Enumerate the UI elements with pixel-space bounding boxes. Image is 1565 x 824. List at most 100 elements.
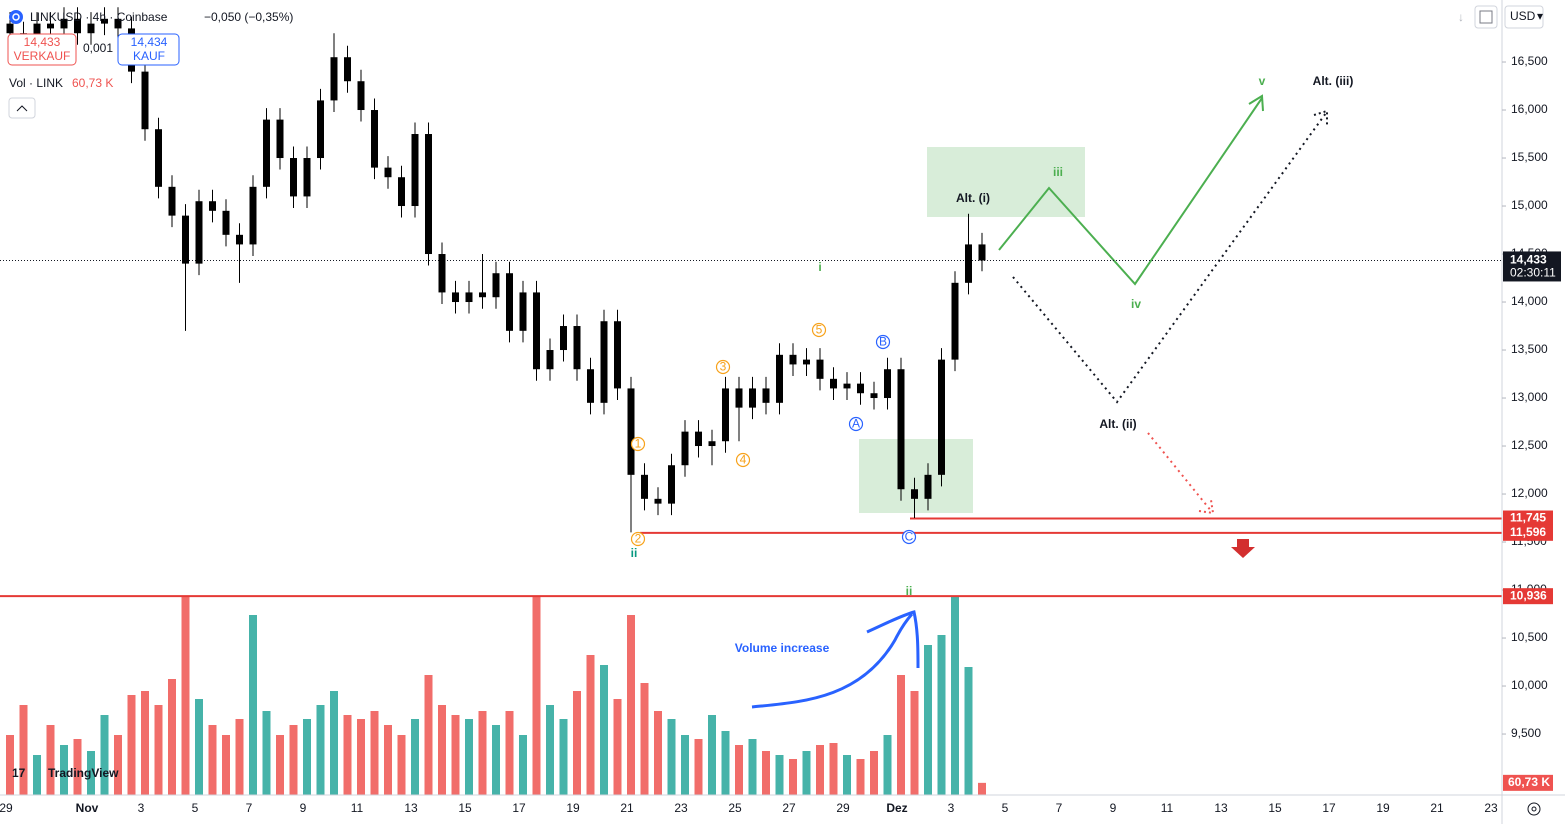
candle-body (101, 18, 108, 24)
wave-marker (630, 436, 646, 452)
candle-body (735, 388, 743, 408)
symbol: LINKUSD · 4h · Coinbase (30, 10, 168, 24)
y-tick-label: 15,500 (1511, 150, 1548, 164)
candle-body (6, 23, 14, 34)
wave-label: i (818, 260, 821, 274)
x-tick-label: 7 (1056, 801, 1063, 815)
currency-button[interactable] (1504, 5, 1544, 29)
volume-bar (492, 725, 500, 795)
volume-bar (789, 759, 797, 795)
change: −0,050 (−0,35%) (204, 10, 293, 24)
hand-arrow (751, 613, 914, 709)
candle-body (762, 388, 770, 403)
volume-bar (127, 695, 136, 795)
volume-label: 60,73 K (1508, 775, 1550, 789)
candle-body (303, 158, 311, 197)
volume-bar (181, 597, 190, 795)
candle-body (857, 383, 864, 394)
bid: 14,433 (24, 35, 61, 49)
volume-bar (775, 755, 784, 795)
volume-bar (262, 711, 271, 795)
volume-bar (519, 735, 527, 795)
candle-body (141, 71, 149, 130)
last-price-label: 14,433 (1510, 253, 1547, 267)
candle-body (438, 254, 446, 293)
buy-button[interactable] (117, 33, 180, 66)
sell-button[interactable] (7, 33, 77, 66)
volume-bar (465, 719, 473, 795)
collapse-button[interactable] (8, 97, 36, 119)
candle-body (951, 282, 959, 360)
volume-bar (546, 705, 554, 795)
volume-bar (505, 711, 514, 795)
candle-body (830, 378, 837, 389)
wave-label: ii (631, 546, 638, 560)
volume-bar (289, 725, 298, 795)
volume-bar (816, 745, 824, 795)
wave-marker-label: A (852, 417, 860, 431)
x-tick-label: 9 (300, 801, 307, 815)
candle-body (276, 119, 284, 159)
volume-bar (73, 739, 82, 795)
settings-icon[interactable] (1527, 802, 1541, 816)
icon (1479, 10, 1493, 24)
y-tick-label: 12,500 (1511, 438, 1548, 452)
volume-bar (681, 735, 689, 795)
brand: TradingView (48, 766, 119, 780)
wave-marker (735, 452, 751, 468)
brand-logo: 17 (12, 766, 26, 780)
wave-label: Alt. (ii) (1099, 417, 1136, 431)
x-tick-label: 3 (138, 801, 145, 815)
candle-body (600, 321, 608, 403)
volume-bar (843, 755, 851, 795)
x-tick-label: Dez (886, 801, 907, 815)
volume-bar (384, 725, 392, 795)
level-label: 11,745 (1510, 511, 1546, 525)
download-icon[interactable]: ↓ (1458, 10, 1464, 24)
candle-body (249, 186, 257, 245)
x-tick-label: 29 (836, 801, 850, 815)
candle-body (668, 465, 675, 504)
candle-body (654, 498, 662, 504)
settings-button[interactable] (1474, 5, 1498, 29)
wave-marker-label: 5 (816, 323, 823, 337)
wave-marker-label: 4 (740, 453, 747, 467)
candle-body (87, 23, 95, 34)
wave-marker-label: B (879, 335, 887, 349)
wave-label: iii (1053, 165, 1063, 179)
wave-label: Alt. (iii) (1313, 74, 1354, 88)
wave-marker (875, 334, 891, 350)
candle-body (182, 215, 189, 264)
volume-bar (600, 665, 608, 795)
volume-bar (316, 705, 325, 795)
ask: 14,434 (131, 35, 168, 49)
volume-bar (532, 597, 541, 795)
symbol-icon (9, 10, 23, 24)
candle-body (924, 474, 932, 499)
candle-body (803, 359, 810, 365)
volume-bar (654, 711, 662, 795)
candle-body (708, 441, 716, 447)
volume-bar (559, 719, 568, 795)
volume-bar (370, 711, 379, 795)
candle-body (371, 110, 378, 168)
volume-bar (343, 715, 352, 795)
wave-marker-label: C (905, 530, 914, 544)
last-price-bg (1503, 251, 1561, 282)
volume-bar (60, 745, 68, 795)
x-tick-label: 3 (948, 801, 955, 815)
candle-body (452, 292, 459, 303)
candle-body (357, 81, 365, 111)
volume-value: 60,73 K (72, 76, 113, 90)
volume-bar (46, 725, 55, 795)
volume-bar (667, 719, 676, 795)
candle-body (317, 100, 324, 159)
y-tick-label: 10,000 (1511, 678, 1548, 692)
candle-body (870, 393, 878, 399)
volume-bar (708, 715, 716, 795)
candle-body (47, 23, 54, 29)
candle-body (776, 354, 783, 403)
